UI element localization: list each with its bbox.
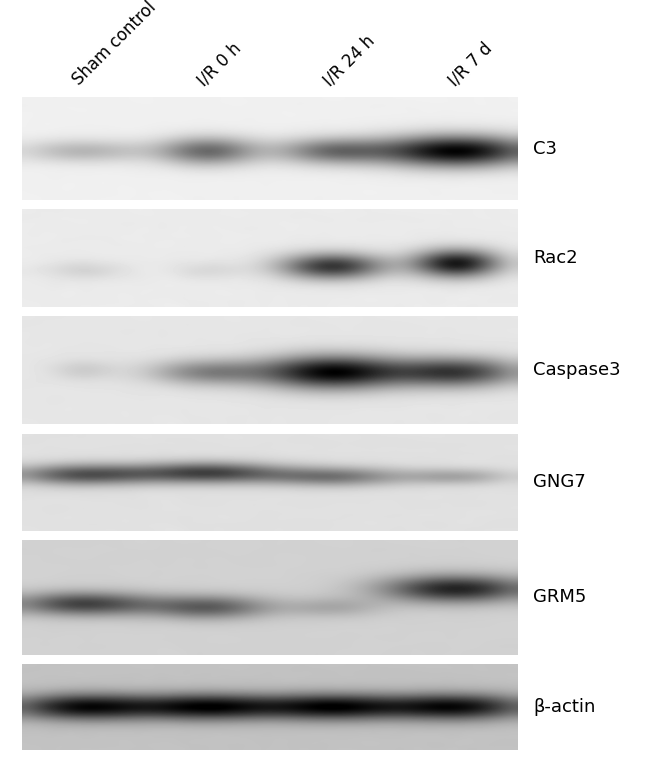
Text: Rac2: Rac2 [533,249,578,267]
Text: I/R 7 d: I/R 7 d [445,38,495,89]
Text: I/R 0 h: I/R 0 h [194,38,245,89]
Text: I/R 24 h: I/R 24 h [320,31,378,89]
Text: GRM5: GRM5 [533,588,586,607]
Text: Sham control: Sham control [70,0,160,89]
Text: C3: C3 [533,139,557,158]
Text: Caspase3: Caspase3 [533,361,621,379]
Text: β-actin: β-actin [533,698,595,716]
Text: GNG7: GNG7 [533,474,586,491]
